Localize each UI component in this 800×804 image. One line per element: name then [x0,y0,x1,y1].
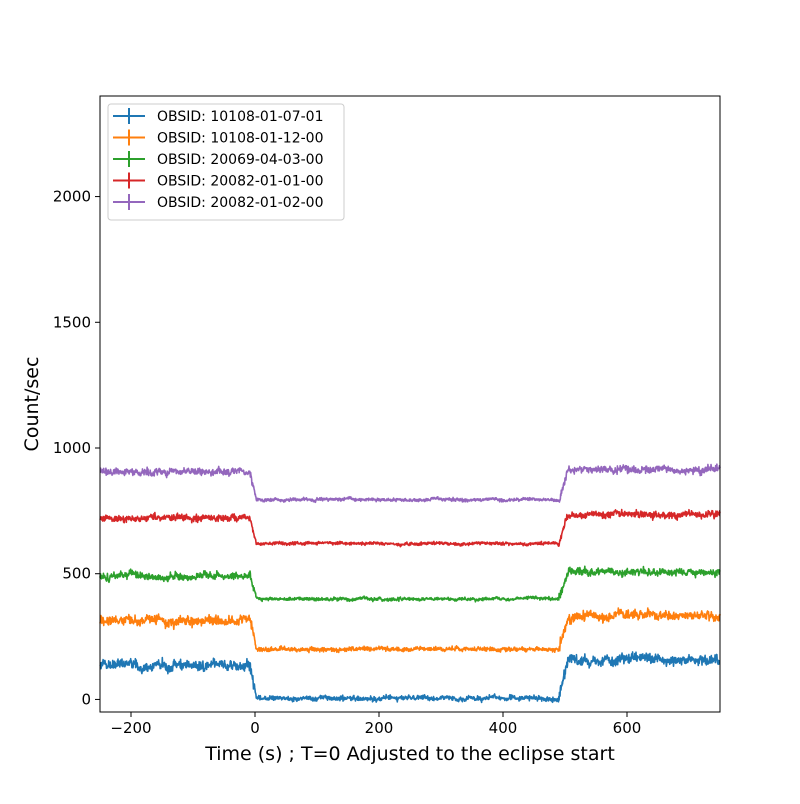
y-tick-label: 2000 [53,188,91,206]
y-tick-label: 500 [62,565,91,583]
y-tick-label: 1500 [53,313,91,331]
legend-label: OBSID: 10108-01-12-00 [157,131,323,147]
y-tick-label: 0 [81,690,91,708]
legend-label: OBSID: 10108-01-07-01 [157,109,323,125]
plot-area [99,463,721,704]
x-tick-label: 600 [613,719,642,737]
legend-label: OBSID: 20082-01-01-00 [157,174,323,190]
x-tick-label: 400 [489,719,518,737]
y-tick-label: 1000 [53,439,91,457]
series-line [99,651,721,704]
legend-label: OBSID: 20069-04-03-00 [157,152,323,168]
series-line [99,607,721,654]
legend-label: OBSID: 20082-01-02-00 [157,195,323,211]
legend-items: OBSID: 10108-01-07-01 OBSID: 10108-01-12-… [113,108,323,211]
y-axis-ticks: 0 500 1000 1500 2000 [53,188,100,708]
y-axis-label: Count/sec [21,357,43,452]
plot-frame [99,95,721,713]
x-axis-ticks: −200 0 200 400 600 [110,712,641,737]
x-tick-label: 200 [365,719,394,737]
x-tick-label: 0 [250,719,260,737]
x-tick-label: −200 [110,719,151,737]
series-line [99,463,721,504]
series-line [99,565,721,603]
series-line [99,508,721,548]
legend[interactable]: OBSID: 10108-01-07-01 OBSID: 10108-01-12-… [107,103,345,221]
x-axis-label: Time (s) ; T=0 Adjusted to the eclipse s… [204,743,615,765]
legend-box [107,103,345,221]
